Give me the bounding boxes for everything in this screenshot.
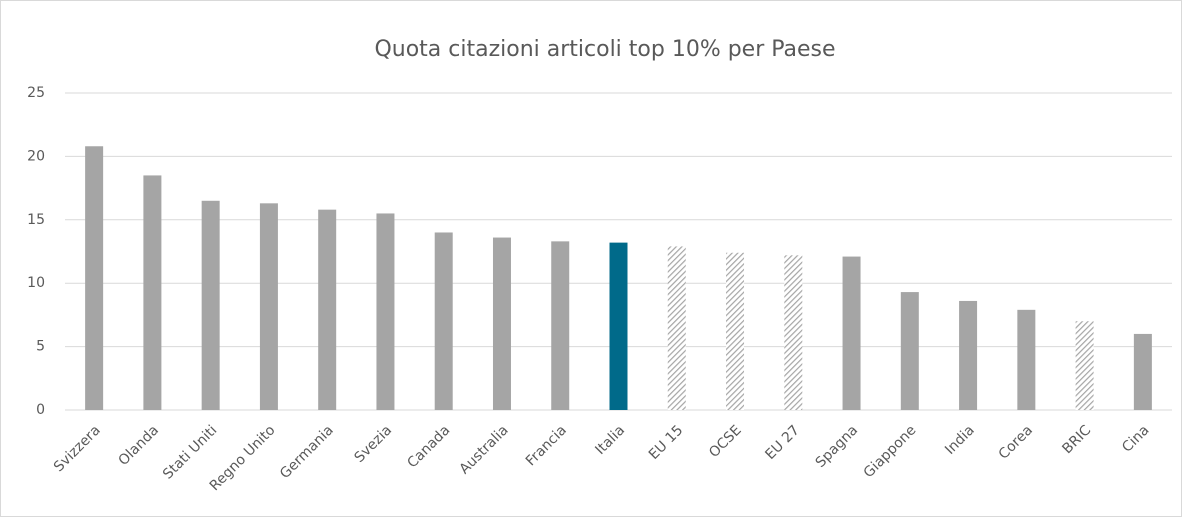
bar <box>492 237 511 410</box>
y-tick-label: 5 <box>36 339 45 355</box>
y-tick-label: 25 <box>27 85 45 101</box>
bar <box>259 203 278 410</box>
bar <box>784 255 803 410</box>
bar <box>667 246 686 410</box>
bar <box>85 146 104 411</box>
chart-title: Quota citazioni articoli top 10% per Pae… <box>374 37 835 62</box>
bar <box>201 200 220 410</box>
bar <box>1075 321 1094 410</box>
bar <box>842 256 861 410</box>
bar <box>376 213 395 410</box>
bar <box>1017 309 1036 410</box>
y-tick-label: 0 <box>36 402 45 418</box>
bar <box>551 241 570 410</box>
y-tick-label: 20 <box>27 148 45 164</box>
bar <box>900 292 919 410</box>
bar <box>1133 333 1152 410</box>
y-tick-label: 15 <box>27 212 45 228</box>
y-tick-label: 10 <box>27 275 45 291</box>
bar <box>434 232 453 410</box>
bar <box>143 175 162 410</box>
bar <box>318 209 337 410</box>
bar <box>959 300 978 410</box>
bar <box>609 242 628 410</box>
bar <box>726 252 745 410</box>
